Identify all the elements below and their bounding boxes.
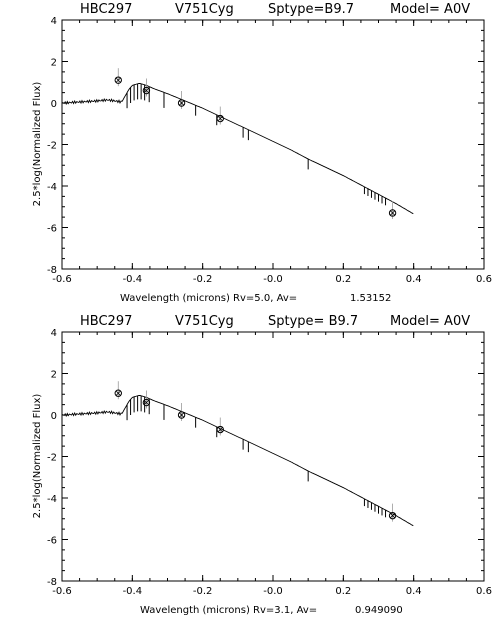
- observed-point: [114, 76, 122, 84]
- plot-frame: [61, 19, 485, 270]
- header-star-id: HBC297: [80, 314, 132, 329]
- x-axis-label: Wavelength (microns) Rv=3.1, Av=: [140, 605, 317, 616]
- y-axis-ticks: -8 -6 -4 -2 0 2 4: [47, 328, 484, 588]
- y-tick-label: 2: [51, 370, 57, 381]
- x-tick-label: -0.2: [193, 274, 213, 285]
- header-sptype: Sptype=B9.7: [268, 2, 354, 17]
- observed-point: [114, 389, 122, 397]
- x-tick-label: -0.4: [123, 274, 143, 285]
- y-tick-label: -6: [47, 224, 57, 235]
- header-model: Model= A0V: [390, 314, 470, 329]
- y-tick-label: 2: [51, 58, 57, 69]
- model-spectrum-line: [61, 82, 414, 215]
- x-tick-label: -0.6: [52, 274, 72, 285]
- x-tick-label: 0.4: [406, 586, 422, 597]
- plot-area: [61, 68, 414, 219]
- header-star-name: V751Cyg: [175, 314, 234, 329]
- sed-chart-bottom: HBC297 V751Cyg Sptype= B9.7 Model= A0V -…: [32, 314, 492, 616]
- x-axis-ticks: -0.6 -0.4 -0.2 -0.0 0.2 0.4 0.6: [52, 332, 492, 597]
- x-tick-label: 0.6: [476, 586, 492, 597]
- x-tick-label: 0.4: [406, 274, 422, 285]
- chart-header-bottom: HBC297 V751Cyg Sptype= B9.7 Model= A0V: [80, 314, 470, 329]
- observed-point: [216, 425, 224, 434]
- y-axis-ticks: -8 -6 -4 -2 0 2 4: [47, 16, 484, 276]
- observed-point: [142, 398, 151, 407]
- plot-area: [61, 381, 414, 527]
- y-tick-label: -2: [47, 453, 57, 464]
- header-star-name: V751Cyg: [175, 2, 234, 17]
- chart-panel-bottom: HBC297 V751Cyg Sptype= B9.7 Model= A0V -…: [0, 312, 504, 623]
- y-tick-label: 0: [51, 99, 57, 110]
- y-tick-label: 4: [51, 328, 57, 339]
- plot-frame: [61, 331, 485, 582]
- x-tick-label: 0.6: [476, 274, 492, 285]
- x-axis-ticks: -0.6 -0.4 -0.2 -0.0 0.2 0.4 0.6: [52, 20, 492, 285]
- x-tick-label: -0.0: [263, 274, 283, 285]
- x-tick-label: -0.4: [123, 586, 143, 597]
- y-tick-label: -4: [47, 494, 57, 505]
- sed-chart-top: HBC297 V751Cyg Sptype=B9.7 Model= A0V -0…: [32, 2, 492, 304]
- x-axis-label: Wavelength (microns) Rv=5.0, Av=: [120, 293, 297, 304]
- x-tick-label: 0.2: [335, 274, 351, 285]
- x-tick-label: 0.2: [335, 586, 351, 597]
- y-axis-label: 2.5*log(Normalized Flux): [32, 82, 43, 207]
- observed-point: [142, 86, 151, 95]
- observed-point: [388, 209, 397, 217]
- model-spectrum-line: [61, 394, 414, 527]
- y-tick-label: -8: [47, 265, 57, 276]
- av-value: 1.53152: [350, 293, 391, 304]
- x-tick-label: -0.6: [52, 586, 72, 597]
- chart-header-top: HBC297 V751Cyg Sptype=B9.7 Model= A0V: [80, 2, 470, 17]
- observed-point: [216, 114, 224, 123]
- header-model: Model= A0V: [390, 2, 470, 17]
- observed-point: [177, 99, 186, 107]
- x-tick-label: -0.2: [193, 586, 213, 597]
- observed-point: [388, 511, 397, 520]
- y-tick-label: 4: [51, 16, 57, 27]
- y-tick-label: -6: [47, 536, 57, 547]
- header-sptype: Sptype= B9.7: [268, 314, 358, 329]
- header-star-id: HBC297: [80, 2, 132, 17]
- y-tick-label: 0: [51, 411, 57, 422]
- observed-point: [177, 411, 186, 419]
- y-tick-label: -8: [47, 577, 57, 588]
- y-tick-label: -4: [47, 182, 57, 193]
- chart-panel-top: HBC297 V751Cyg Sptype=B9.7 Model= A0V -0…: [0, 0, 504, 311]
- y-tick-label: -2: [47, 141, 57, 152]
- y-axis-label: 2.5*log(Normalized Flux): [32, 394, 43, 519]
- av-value: 0.949090: [355, 605, 403, 616]
- x-tick-label: -0.0: [263, 586, 283, 597]
